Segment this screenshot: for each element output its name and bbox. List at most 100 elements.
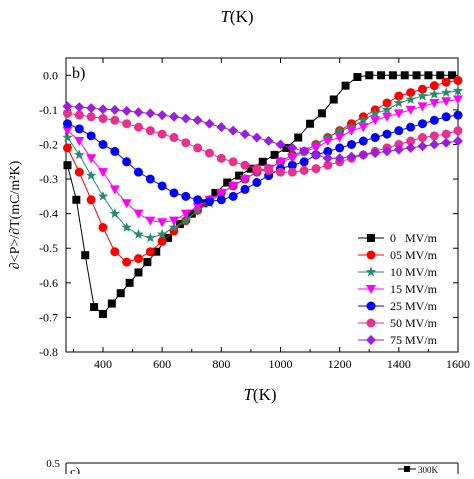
data-point — [334, 153, 345, 164]
data-point — [353, 73, 362, 82]
data-point — [228, 191, 238, 201]
data-point — [228, 125, 239, 136]
data-point — [393, 97, 405, 108]
data-point — [294, 133, 303, 142]
data-point — [133, 254, 143, 264]
data-point — [370, 148, 381, 159]
data-point — [145, 126, 155, 136]
x-tick-label: 400 — [94, 357, 112, 371]
data-point — [299, 146, 310, 157]
x-axis-label-symbol: T — [243, 385, 254, 404]
x-tick-label: 800 — [212, 357, 230, 371]
legend-marker — [366, 335, 376, 345]
data-point — [122, 157, 132, 167]
data-point — [121, 199, 132, 209]
y-tick-label: -0.4 — [39, 207, 58, 221]
x-axis-label: T(K) — [243, 385, 276, 404]
data-point — [441, 97, 452, 107]
data-point — [145, 232, 156, 243]
legend-label: 10 MV/m — [390, 265, 438, 279]
top-xlabel-symbol: T — [220, 7, 231, 26]
data-point — [370, 116, 381, 126]
data-point — [424, 71, 433, 80]
data-point — [145, 174, 155, 184]
data-point — [211, 188, 220, 197]
data-point — [133, 228, 144, 239]
data-point — [417, 102, 428, 112]
data-point — [412, 71, 421, 80]
data-point — [97, 190, 109, 201]
series-0 — [63, 71, 457, 318]
data-point — [121, 105, 132, 116]
data-point — [239, 129, 250, 140]
data-point — [168, 111, 179, 122]
data-point — [453, 75, 463, 85]
data-point — [323, 160, 333, 170]
data-point — [382, 129, 392, 139]
data-point — [429, 131, 439, 141]
data-point — [193, 195, 203, 205]
data-point — [453, 95, 463, 105]
data-point — [405, 142, 416, 153]
data-point — [110, 146, 120, 156]
legend-marker — [366, 301, 376, 311]
data-point — [452, 85, 464, 96]
data-point — [394, 126, 404, 136]
data-point — [334, 133, 345, 143]
data-point — [369, 107, 381, 118]
data-point — [168, 221, 180, 232]
data-point — [358, 123, 369, 133]
data-point — [436, 71, 445, 80]
data-point — [346, 126, 357, 136]
data-point — [270, 150, 279, 159]
data-point — [223, 178, 232, 187]
data-point — [365, 71, 374, 80]
x-tick-label: 1000 — [268, 357, 292, 371]
data-point — [168, 216, 179, 226]
data-point — [441, 129, 451, 139]
data-point — [323, 146, 333, 156]
legend-label: 25 MV/m — [390, 299, 438, 313]
series-layer — [62, 71, 464, 318]
data-point — [85, 170, 97, 181]
data-point — [181, 191, 191, 201]
data-point — [157, 110, 168, 121]
data-point — [311, 164, 321, 174]
data-point — [216, 122, 227, 133]
data-point — [382, 98, 392, 108]
data-point — [381, 146, 392, 157]
data-point — [133, 209, 144, 219]
data-point — [317, 109, 326, 118]
data-point — [441, 137, 452, 148]
panel-c-label: c) — [70, 464, 80, 474]
legend-marker — [366, 318, 376, 328]
data-point — [346, 151, 357, 162]
data-point — [157, 181, 167, 191]
x-axis: 400 600 800 1000 1200 1400 1600 — [72, 58, 470, 371]
data-point — [322, 137, 333, 147]
data-point — [341, 81, 350, 90]
legend-label: 0 MV/m — [390, 231, 438, 245]
data-point — [152, 247, 161, 256]
y-tick-label: -0.3 — [39, 172, 58, 186]
data-point — [81, 251, 90, 260]
data-point — [193, 143, 203, 153]
data-point — [287, 160, 297, 170]
data-point — [156, 228, 168, 239]
data-point — [62, 143, 72, 153]
data-point — [145, 216, 156, 226]
panel-c-ytick-label: 0.5 — [46, 458, 60, 470]
plot-frame — [65, 57, 459, 353]
x-tick-label: 1400 — [387, 357, 411, 371]
data-point — [216, 195, 226, 205]
series-line — [67, 114, 459, 203]
data-point — [63, 161, 72, 170]
panel-b: 400 600 800 1000 1200 1400 1600 0.0 -0.1 -0.2 -0.… — [39, 57, 470, 371]
y-tick-label: -0.2 — [39, 137, 58, 151]
data-point — [204, 197, 214, 207]
series-line — [67, 112, 459, 173]
data-point — [358, 136, 368, 146]
legend-marker — [365, 266, 377, 277]
data-point — [74, 149, 85, 160]
data-point — [287, 154, 298, 164]
